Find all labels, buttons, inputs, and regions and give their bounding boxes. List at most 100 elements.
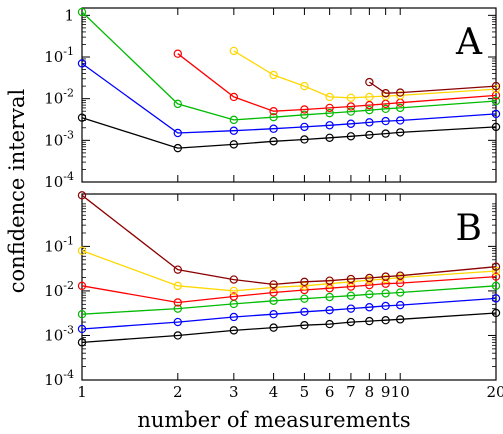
data-point [346, 102, 356, 111]
data-point [325, 108, 334, 118]
data-point [396, 315, 405, 324]
panel-b: 1 2 3 4 5 6 7 8 9 10 20 10-4 10-3 10-2 10-1 B [44, 191, 503, 401]
data-point [396, 271, 405, 280]
x-tick-label: 10 [391, 383, 410, 401]
data-point [346, 93, 356, 102]
data-point [365, 303, 374, 312]
data-point [396, 128, 405, 137]
data-point [77, 338, 87, 347]
panel-letter: A [455, 22, 483, 63]
data-point [325, 292, 334, 302]
data-point [365, 118, 374, 127]
data-point [173, 317, 182, 327]
data-point [381, 301, 390, 311]
data-point [300, 307, 309, 316]
data-point [365, 100, 374, 110]
data-point [346, 132, 356, 141]
data-point [269, 288, 278, 297]
data-point [269, 124, 278, 133]
data-point [365, 316, 374, 326]
data-point [173, 281, 182, 291]
data-point [229, 312, 239, 322]
data-point [346, 304, 356, 313]
x-tick-label: 4 [269, 383, 279, 401]
data-point [173, 304, 182, 313]
series-line [81, 11, 497, 121]
data-point [269, 137, 278, 146]
x-tick-label: 9 [381, 383, 391, 401]
data-point [346, 274, 356, 284]
series-line [81, 250, 497, 292]
y-tick-label: 10-3 [44, 323, 74, 344]
data-point [396, 91, 405, 100]
data-point [381, 316, 390, 325]
data-point [229, 292, 239, 301]
data-point [491, 91, 501, 100]
data-point [269, 296, 278, 306]
x-tick-label: 7 [346, 383, 356, 401]
data-point [346, 107, 356, 116]
data-point [300, 105, 309, 114]
data-point [381, 272, 390, 281]
y-tick-label: 10-1 [44, 45, 74, 66]
data-point [269, 112, 278, 122]
data-point [396, 300, 405, 310]
plot-frame [81, 7, 497, 183]
data-point [491, 262, 501, 271]
data-point [229, 326, 239, 335]
y-axis-title: confidence interval [5, 89, 29, 294]
data-point [491, 294, 501, 303]
y-tick-label: 10-1 [44, 234, 74, 255]
data-point [325, 103, 334, 113]
data-point [381, 274, 390, 284]
data-point [229, 140, 239, 149]
data-point [381, 104, 390, 114]
data-point [77, 7, 87, 17]
data-point [229, 275, 239, 284]
data-point [77, 113, 87, 122]
data-point [77, 310, 87, 319]
data-point [491, 84, 501, 94]
panel-letter: B [456, 208, 482, 249]
y-tick-label: 10-4 [44, 368, 74, 389]
x-tick-label: 20 [486, 383, 503, 401]
data-point [381, 129, 390, 138]
data-point [325, 276, 334, 285]
data-point [365, 273, 374, 283]
series-line [81, 62, 497, 134]
data-point [491, 81, 501, 91]
data-point [491, 109, 501, 119]
series-line [81, 312, 497, 344]
data-point [346, 317, 356, 327]
x-tick-label: 6 [325, 383, 335, 401]
x-axis-title: number of measurements [137, 408, 410, 432]
data-point [325, 305, 334, 315]
data-point [381, 116, 390, 126]
data-point [300, 135, 309, 144]
panel-a: 10-4 10-3 10-2 10-1 1 A [44, 6, 501, 191]
data-point [325, 133, 334, 143]
series-line [177, 53, 497, 112]
data-point [365, 77, 374, 87]
data-point [77, 281, 87, 291]
data-point [346, 291, 356, 300]
data-point [491, 308, 501, 318]
series-line [81, 297, 497, 330]
data-point [269, 280, 278, 289]
y-tick-label: 1 [64, 6, 74, 24]
x-tick-label: 8 [365, 383, 375, 401]
data-point [300, 122, 309, 132]
data-point [77, 246, 87, 255]
data-point [325, 319, 334, 329]
data-point [396, 116, 405, 125]
data-point [396, 288, 405, 297]
data-point [300, 294, 309, 303]
data-point [346, 277, 356, 287]
data-point [346, 119, 356, 128]
data-point [173, 265, 182, 274]
data-point [229, 46, 239, 56]
data-point [491, 122, 501, 132]
data-point [173, 99, 182, 109]
data-point [77, 191, 87, 200]
